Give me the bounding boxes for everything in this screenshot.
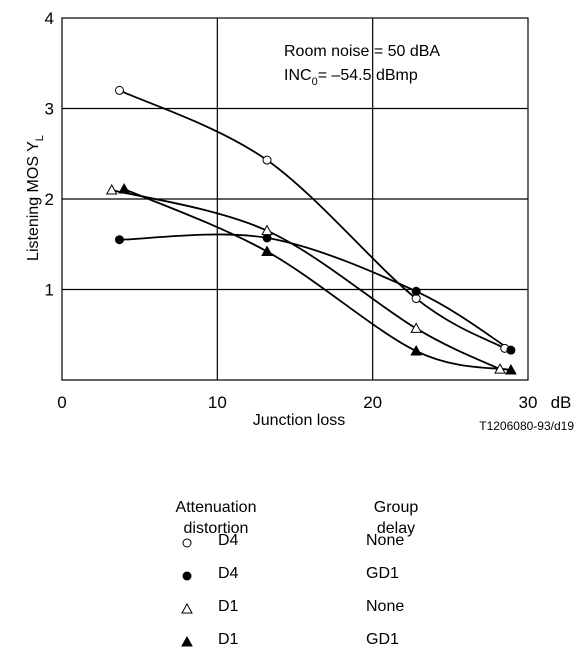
legend-marker-filled-triangle	[181, 635, 193, 647]
legend-marker-shape	[182, 538, 192, 548]
legend-header-attenuation-line1: Attenuation	[175, 499, 257, 516]
legend-marker-open-circle	[182, 538, 192, 548]
x-tick-label: 20	[363, 393, 382, 412]
data-point-filled-triangle	[505, 364, 517, 375]
legend-attenuation-label: D1	[218, 598, 239, 615]
legend-delay-label: GD1	[366, 631, 399, 648]
series-curve-1	[119, 89, 506, 350]
y-tick-label: 3	[45, 100, 54, 119]
legend-marker-shape	[182, 571, 192, 581]
data-point-open-triangle	[410, 322, 423, 333]
x-tick-label: 0	[57, 393, 66, 412]
series-curve-3	[111, 189, 501, 370]
data-point-open-triangle	[105, 183, 118, 195]
data-point-filled-triangle	[118, 183, 130, 194]
legend-marker-shape	[181, 602, 193, 614]
figure-id: T1206080-93/d19	[479, 419, 574, 433]
legend-header-group-line2: delay	[376, 520, 416, 537]
data-point-open-triangle	[494, 363, 506, 374]
legend-attenuation-label: D4	[218, 565, 239, 582]
annotation-room-noise: Room noise = 50 dBA	[284, 43, 440, 60]
fitted-curves	[111, 89, 512, 371]
legend-marker-filled-circle	[182, 571, 192, 581]
y-tick-label: 1	[45, 281, 54, 300]
legend-header-attenuation: Attenuation distortion	[150, 497, 282, 539]
legend-header-attenuation-line2: distortion	[183, 520, 249, 537]
annotation-inc: INC0= –54.5 dBmp	[284, 67, 418, 88]
legend-delay-label: GD1	[366, 565, 399, 582]
data-point-filled-circle	[114, 235, 124, 245]
series-curve-4	[123, 188, 512, 371]
x-tick-label: 30	[519, 393, 538, 412]
y-tick-label: 2	[45, 190, 54, 209]
legend-marker-open-triangle	[181, 602, 193, 614]
legend-marker-shape	[181, 635, 193, 647]
legend-attenuation-label: D1	[218, 631, 239, 648]
data-point-filled-circle	[506, 345, 516, 355]
series-curve-2	[119, 233, 512, 351]
y-axis-label: Listening MOS YL	[25, 135, 46, 261]
mos-chart: 0 10 20 30 1 2 3 4 dB Junction loss T1206080-9…	[25, 9, 574, 433]
legend-header-group-line1: Group	[373, 499, 419, 516]
chart-grid	[62, 18, 528, 380]
data-point-filled-triangle	[261, 245, 273, 256]
plot-frame	[61, 17, 529, 381]
legend-delay-label: None	[366, 532, 405, 549]
data-point-open-circle	[114, 85, 124, 95]
x-axis-label: Junction loss	[253, 412, 346, 429]
x-unit-label: dB	[551, 393, 572, 412]
y-tick-label: 4	[45, 9, 54, 28]
legend-header-group-delay: Group delay	[356, 497, 436, 539]
legend-attenuation-label: D4	[218, 532, 239, 549]
data-point-filled-circle	[411, 286, 421, 296]
data-point-open-triangle	[261, 224, 273, 236]
legend-delay-label: None	[366, 598, 405, 615]
data-point-filled-triangle	[410, 345, 423, 356]
y-tick-labels: 1 2 3 4	[45, 9, 54, 300]
x-tick-labels: 0 10 20 30	[57, 393, 537, 412]
data-markers	[105, 85, 517, 375]
x-tick-label: 10	[208, 393, 227, 412]
data-point-open-circle	[262, 155, 272, 165]
